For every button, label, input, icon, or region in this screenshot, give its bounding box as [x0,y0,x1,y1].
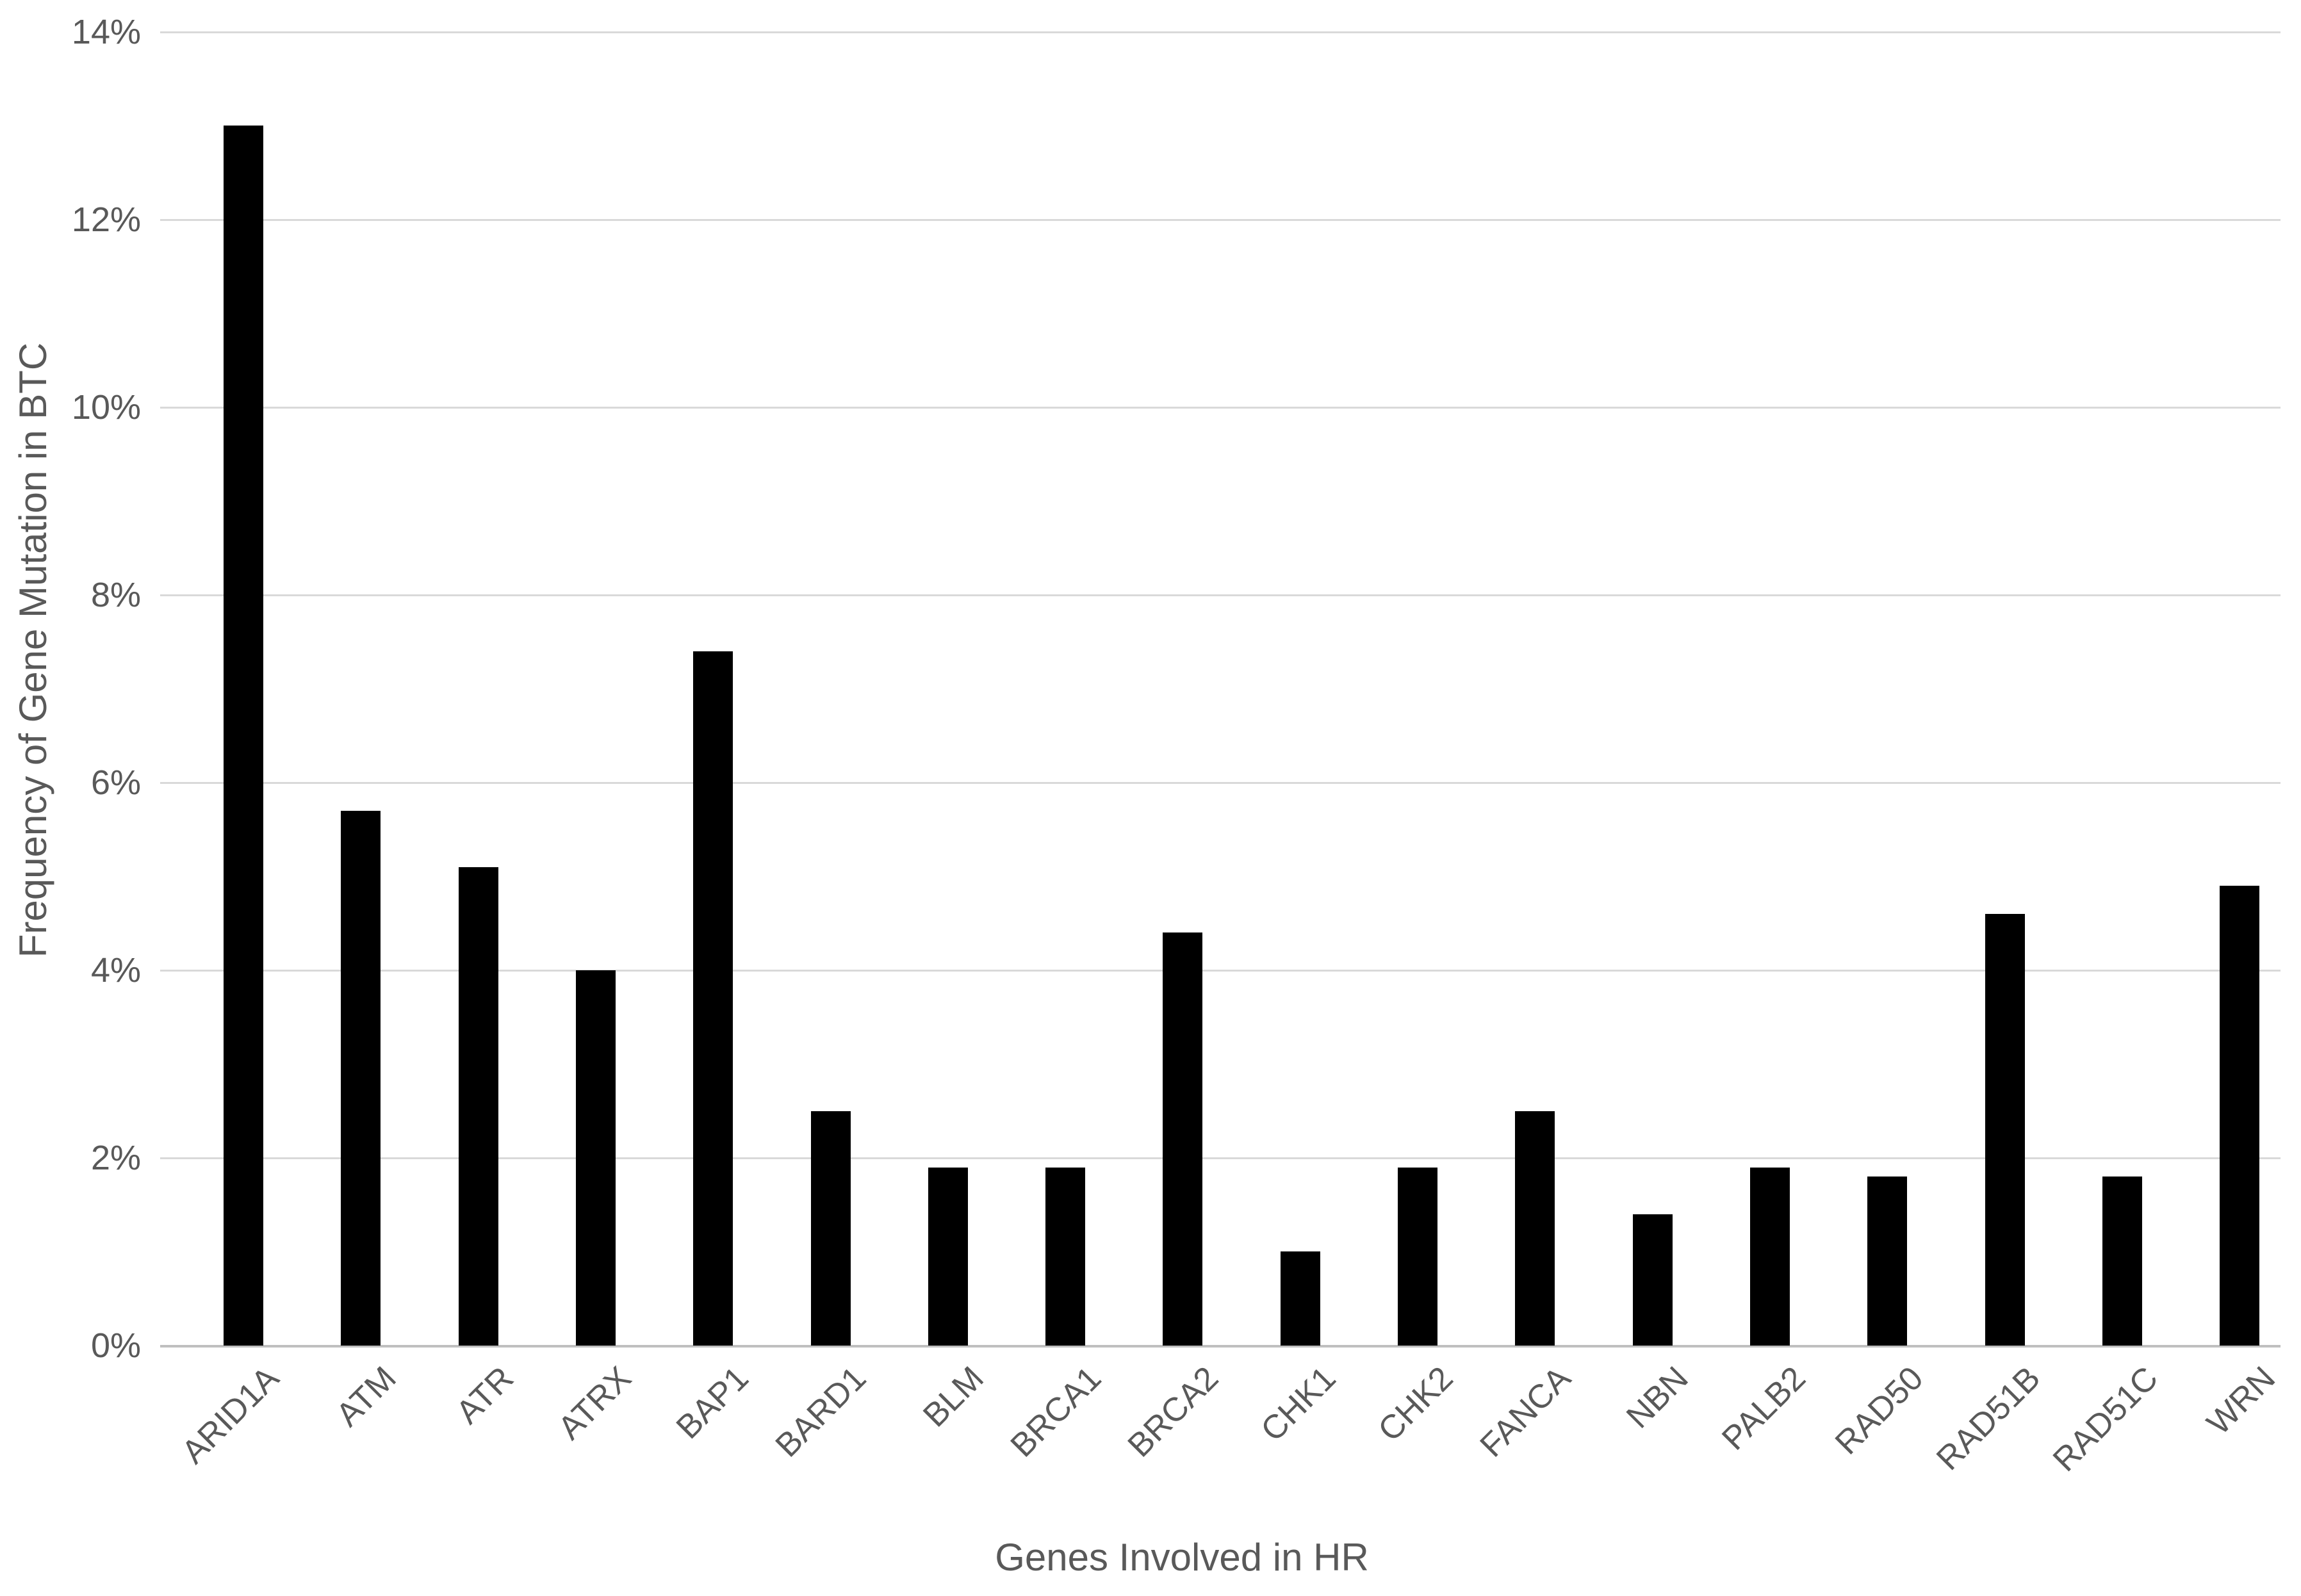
gridline-12% [160,219,2281,221]
y-tick-label: 12% [71,200,141,239]
x-tick-label-RAD50: RAD50 [1828,1359,1931,1462]
bar-BRCA2 [1163,932,1202,1346]
x-tick-label-BRCA2: BRCA2 [1120,1359,1226,1465]
bar-RAD51C [2102,1177,2142,1346]
x-tick-label-RAD51B: RAD51B [1929,1359,2048,1478]
gridline-14% [160,31,2281,33]
bar-NBN [1633,1214,1673,1346]
x-tick-label-RAD51C: RAD51C [2045,1359,2165,1479]
bar-ATR [459,867,498,1346]
x-tick-label-ATM: ATM [329,1359,404,1434]
x-tick-label-ARID1A: ARID1A [175,1359,286,1471]
bar-ATM [341,811,381,1346]
x-tick-label-ATR: ATR [449,1359,521,1431]
y-tick-label: 14% [71,13,141,51]
y-tick-label: 2% [90,1139,141,1177]
bar-CHK1 [1281,1251,1320,1346]
y-tick-label: 8% [90,576,141,614]
x-tick-label-CHK2: CHK2 [1371,1359,1461,1449]
bar-BLM [928,1168,968,1346]
gridline-6% [160,782,2281,784]
bar-BRCA1 [1045,1168,1085,1346]
y-tick-label: 4% [90,951,141,989]
y-axis-title: Frequency of Gene Mutation in BTC [12,342,54,958]
bar-RAD50 [1867,1177,1907,1346]
bar-BAP1 [693,651,733,1346]
x-tick-label-FANCA: FANCA [1473,1359,1578,1465]
x-tick-label-CHK1: CHK1 [1254,1359,1343,1449]
x-tick-label-NBN: NBN [1619,1359,1696,1436]
gridline-10% [160,407,2281,409]
bar-CHK2 [1398,1168,1437,1346]
y-tick-label: 10% [71,388,141,427]
bar-ATRX [576,970,616,1346]
bar-RAD51B [1985,914,2025,1346]
x-tick-label-BARD1: BARD1 [768,1359,874,1465]
bar-BARD1 [811,1111,851,1346]
x-tick-label-BLM: BLM [916,1359,991,1435]
x-tick-label-PALB2: PALB2 [1715,1359,1813,1458]
x-tick-label-BAP1: BAP1 [669,1359,757,1446]
x-axis-line [160,1345,2281,1348]
gridline-4% [160,970,2281,972]
bar-FANCA [1515,1111,1555,1346]
x-axis-title: Genes Involved in HR [995,1536,1369,1579]
x-tick-label-BRCA1: BRCA1 [1003,1359,1109,1465]
bar-PALB2 [1750,1168,1790,1346]
bar-WRN [2220,886,2259,1346]
bar-ARID1A [224,126,263,1346]
x-tick-label-WRN: WRN [2200,1359,2283,1442]
y-tick-label: 0% [90,1326,141,1365]
gridline-8% [160,594,2281,596]
x-tick-label-ATRX: ATRX [551,1359,639,1447]
gridline-2% [160,1157,2281,1159]
y-tick-label: 6% [90,763,141,802]
